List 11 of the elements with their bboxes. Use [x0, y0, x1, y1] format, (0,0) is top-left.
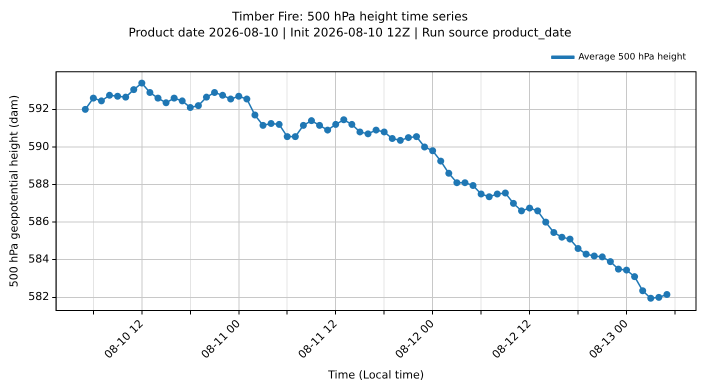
chart-subtitle: Product date 2026-08-10 | Init 2026-08-10 12Z | Run source product_date: [128, 26, 572, 40]
y-tick-label: 592: [28, 102, 50, 116]
y-tick-label: 588: [28, 177, 50, 190]
y-tick-label: 590: [28, 140, 50, 153]
y-tick-label: 584: [28, 252, 50, 266]
chart-title: Timber Fire: 500 hPa height time series: [231, 9, 468, 24]
y-axis-title: 500 hPa geopotential height (dam): [7, 94, 20, 288]
y-tick-label: 582: [28, 290, 50, 304]
x-axis-title: Time (Local time): [327, 368, 424, 382]
y-tick-label: 586: [28, 215, 50, 228]
legend-label: Average 500 hPa height: [578, 52, 686, 63]
